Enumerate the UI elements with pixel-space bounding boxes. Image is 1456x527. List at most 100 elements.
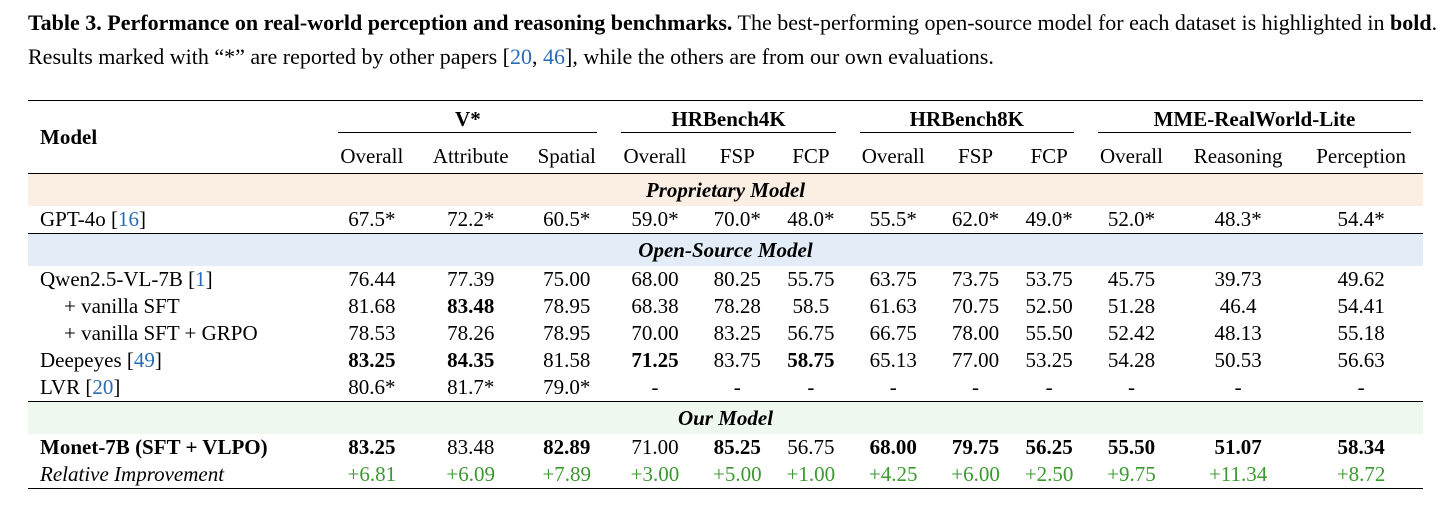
section-label: Open-Source Model	[28, 233, 1423, 266]
subcol-header: Attribute	[417, 139, 525, 174]
citation-bracket: ]	[154, 348, 162, 372]
table-cell: +6.00	[938, 461, 1013, 489]
table-row: + vanilla SFT 81.68 83.48 78.95 68.38 78.28 58…	[28, 293, 1423, 320]
table-row: Monet-7B (SFT + VLPO) 83.25 83.48 82.89 71.0…	[28, 434, 1423, 461]
table-cell: +6.09	[417, 461, 525, 489]
table-cell: 48.13	[1214, 321, 1262, 345]
table-cell: 85.25	[713, 435, 761, 459]
table-cell: 54.28	[1107, 348, 1156, 372]
header-group-hrbench8k: HRBench8K	[847, 100, 1086, 139]
subcol-header: FCP	[1012, 139, 1086, 174]
table-cell: +2.50	[1012, 461, 1086, 489]
table-cell: 78.95	[543, 294, 591, 318]
table-cell: 70.75	[951, 294, 1000, 318]
citation-link[interactable]: 16	[117, 207, 139, 231]
table-cell: 70.00	[631, 321, 679, 345]
table-cell: -	[807, 375, 815, 399]
model-name: + vanilla SFT + GRPO	[28, 320, 326, 347]
table-cell: 68.38	[631, 294, 679, 318]
table-row: LVR [20] 80.6* 81.7* 79.0* - - - - - - - - -	[28, 374, 1423, 402]
citation-link[interactable]: 1	[195, 267, 206, 291]
header-model: Model	[28, 100, 327, 174]
table-cell: 63.75	[869, 267, 917, 291]
table-cell: 78.00	[951, 321, 1000, 345]
subcol-header: Overall	[609, 139, 701, 174]
citation-link[interactable]: 46	[543, 44, 565, 69]
table-row: Deepeyes [49] 83.25 84.35 81.58 71.25 83.75 58…	[28, 347, 1423, 374]
table-cell: 83.25	[713, 321, 761, 345]
table-cell: 58.5	[792, 294, 830, 318]
table-cell: 52.0*	[1107, 207, 1156, 231]
table-cell: 71.25	[631, 348, 679, 372]
model-name-text: + vanilla SFT + GRPO	[64, 321, 258, 345]
section-open-source: Open-Source Model	[28, 233, 1423, 266]
header-group-vstar: V*	[326, 100, 610, 139]
table-cell: 53.75	[1025, 267, 1073, 291]
table-cell: 65.13	[869, 348, 917, 372]
table-cell: +3.00	[609, 461, 701, 489]
model-name: GPT-4o [16]	[28, 206, 326, 234]
model-name-text: GPT-4o [	[40, 207, 118, 231]
table-cell: 56.63	[1337, 348, 1385, 372]
table-cell: 49.62	[1337, 267, 1385, 291]
subcol-header: Overall	[1085, 139, 1177, 174]
table-cell: 81.7*	[447, 375, 495, 399]
header-row-subcols: Overall Attribute Spatial Overall FSP FC…	[28, 139, 1423, 174]
table-cell: 55.50	[1107, 435, 1156, 459]
table-cell: 55.50	[1025, 321, 1073, 345]
header-row-groups: Model V* HRBench4K HRBench8K MME-RealWor…	[28, 100, 1423, 174]
subcol-header: FCP	[774, 139, 848, 174]
subcol-header: FSP	[700, 139, 775, 174]
table-cell: 84.35	[447, 348, 495, 372]
model-name-text: Deepeyes [	[40, 348, 134, 372]
table-cell: -	[1357, 375, 1365, 399]
table-cell: 52.50	[1025, 294, 1073, 318]
citation-link[interactable]: 20	[510, 44, 532, 69]
table-cell: 58.75	[787, 348, 835, 372]
table-cell: 48.3*	[1214, 207, 1262, 231]
table-cell: -	[972, 375, 980, 399]
caption-bold-word: bold	[1389, 10, 1432, 35]
table-cell: 56.25	[1025, 435, 1073, 459]
section-label: Proprietary Model	[28, 173, 1423, 206]
citation-link[interactable]: 49	[133, 348, 155, 372]
table-cell: +4.25	[847, 461, 939, 489]
table-cell: 81.68	[348, 294, 396, 318]
table-cell: -	[1127, 375, 1135, 399]
table-cell: -	[1045, 375, 1053, 399]
model-name-text: Qwen2.5-VL-7B [	[40, 267, 196, 291]
table-cell: 81.58	[543, 348, 591, 372]
model-name-text: LVR [	[40, 375, 93, 399]
table-cell: 56.75	[787, 435, 835, 459]
table-cell: 78.95	[543, 321, 591, 345]
group-label: HRBench4K	[621, 107, 836, 133]
citation-bracket: ]	[113, 375, 121, 399]
citation-link[interactable]: 20	[92, 375, 114, 399]
table-cell: 48.0*	[787, 207, 835, 231]
table-cell: 59.0*	[631, 207, 679, 231]
group-label: V*	[338, 107, 598, 133]
table-cell: 78.26	[447, 321, 495, 345]
table-cell: -	[733, 375, 741, 399]
header-group-hrbench4k: HRBench4K	[609, 100, 848, 139]
table-cell: +6.81	[326, 461, 418, 489]
table-cell: -	[1234, 375, 1242, 399]
caption-sep: ,	[532, 44, 543, 69]
model-name-text: Relative Improvement	[40, 462, 225, 486]
table-caption: Table 3. Performance on real-world perce…	[28, 6, 1438, 74]
subcol-header: Spatial	[524, 139, 610, 174]
table-cell: 68.00	[631, 267, 679, 291]
table-cell: 80.25	[713, 267, 761, 291]
table-cell: -	[889, 375, 897, 399]
table-cell: 50.53	[1214, 348, 1262, 372]
table-cell: 67.5*	[348, 207, 396, 231]
citation-bracket: ]	[205, 267, 213, 291]
section-label: Our Model	[28, 401, 1423, 434]
table-cell: +8.72	[1299, 461, 1423, 489]
table-cell: 79.75	[951, 435, 1000, 459]
table-cell: 51.07	[1214, 435, 1262, 459]
table-cell: 60.5*	[543, 207, 591, 231]
table-cell: 78.28	[713, 294, 761, 318]
table-cell: +9.75	[1085, 461, 1177, 489]
table-cell: 72.2*	[447, 207, 495, 231]
